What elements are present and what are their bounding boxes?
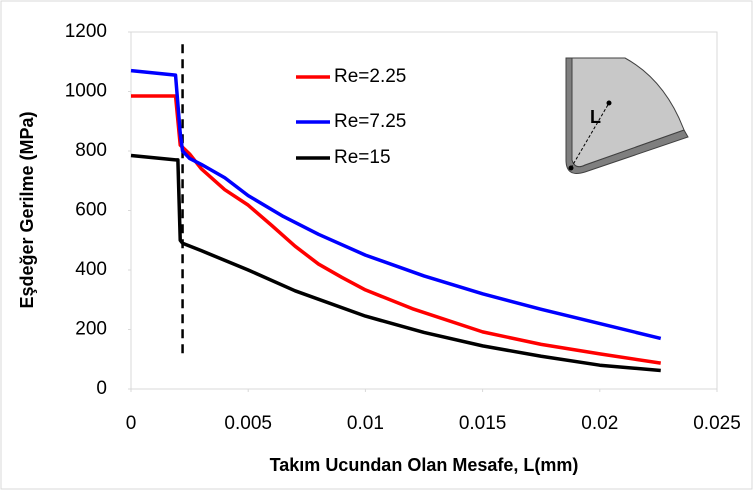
legend-label: Re=2.25	[334, 66, 406, 87]
y-tick-label: 800	[75, 140, 107, 161]
chart: L Takım Ucundan Olan Mesafe, L(mm) Eşdeğ…	[0, 0, 753, 490]
x-tick-label: 0.02	[581, 413, 618, 434]
legend-label: Re=7.25	[334, 111, 406, 132]
x-tick-label: 0.025	[693, 413, 741, 434]
x-axis-title: Takım Ucundan Olan Mesafe, L(mm)	[270, 455, 579, 475]
y-tick-label: 0	[96, 378, 107, 399]
y-tick-label: 400	[75, 259, 107, 280]
x-tick-label: 0.015	[459, 413, 507, 434]
x-tick-label: 0	[126, 413, 137, 434]
legend-label: Re=15	[334, 147, 391, 168]
y-tick-label: 200	[75, 319, 107, 340]
y-tick-label: 600	[75, 200, 107, 221]
y-axis-title: Eşdeğer Gerilme (MPa)	[17, 111, 37, 308]
x-tick-label: 0.01	[347, 413, 384, 434]
x-tick-label: 0.005	[224, 413, 272, 434]
inset-label: L	[590, 107, 601, 127]
y-tick-label: 1200	[65, 21, 107, 42]
y-tick-label: 1000	[65, 81, 107, 102]
